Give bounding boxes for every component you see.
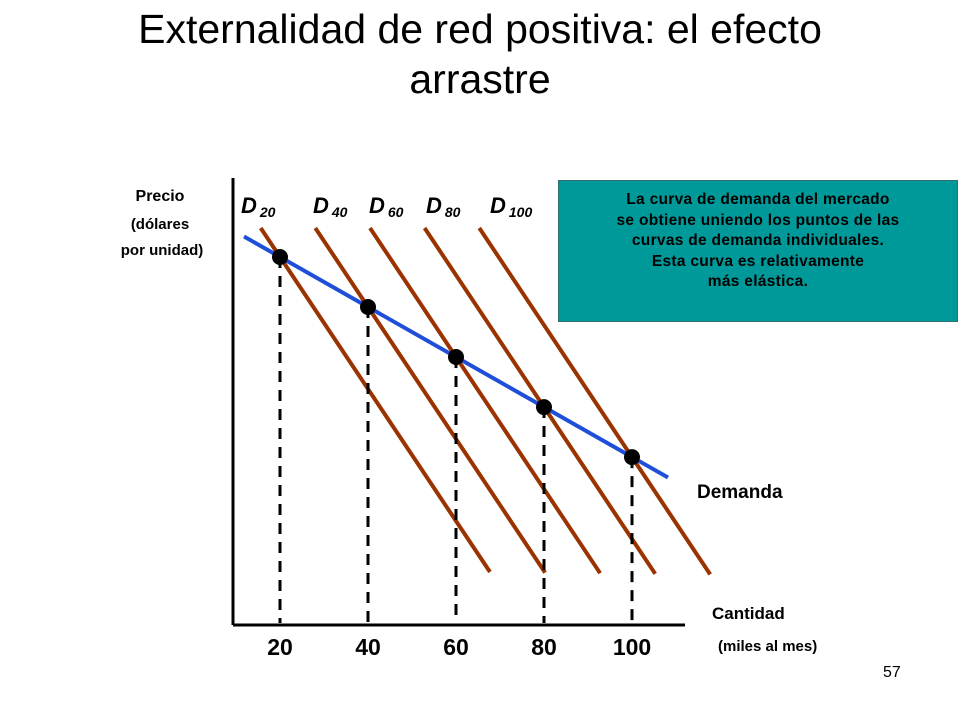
ylabel-line-1: Precio (136, 188, 185, 205)
point-100 (624, 449, 640, 466)
x-tick-80: 80 (531, 634, 557, 660)
x-tick-40: 40 (355, 634, 381, 660)
ylabel-line-2: (dólares (131, 216, 189, 233)
point-60 (448, 349, 464, 365)
curve-label-40: D 40 (313, 193, 348, 220)
x-axis-unit: (miles al mes) (718, 638, 817, 655)
curve-label-60: D 60 (369, 193, 404, 220)
point-40 (360, 299, 376, 315)
x-tick-20: 20 (267, 634, 293, 660)
note-line-2: se obtiene uniendo los puntos de las (616, 211, 900, 229)
title-line-1: Externalidad de red positiva: el efecto (138, 6, 822, 52)
individual-demand-curves (259, 226, 712, 576)
curve-label-20: D 20 (241, 193, 276, 220)
demand-curve-60 (368, 226, 602, 575)
demand-curve-40 (313, 226, 547, 574)
point-80 (536, 399, 552, 416)
demand-curve-100 (477, 226, 712, 576)
ylabel-line-3: por unidad) (121, 242, 204, 259)
x-tick-100: 100 (613, 634, 651, 660)
x-tick-60: 60 (443, 634, 469, 660)
note-line-1: La curva de demanda del mercado (626, 191, 890, 208)
axes (231, 178, 685, 627)
title-line-2: arrastre (409, 56, 551, 102)
note-line-5: más elástica. (707, 273, 809, 290)
y-axis-label: Precio (dólares por unidad) (121, 188, 204, 259)
market-demand-label: Demanda (697, 482, 783, 503)
x-axis-label: Cantidad (712, 604, 785, 623)
note-line-4: Esta curva es relativamente (651, 252, 865, 270)
note-line-3: curvas de demanda individuales. (631, 232, 885, 249)
x-tick-labels: 20 40 60 80 100 (267, 634, 651, 660)
dashed-guides (278, 257, 634, 623)
page-number: 57 (883, 664, 901, 681)
explanation-note: La curva de demanda del mercado se obtie… (558, 180, 958, 322)
point-20 (272, 249, 288, 265)
curve-label-100: D 100 (490, 193, 532, 220)
demand-curve-20 (259, 226, 492, 574)
intersection-points (272, 249, 640, 466)
individual-curve-labels: D 20 D 40 D 60 D 80 D 100 (241, 193, 532, 220)
slide-title: Externalidad de red positiva: el efecto … (40, 4, 920, 104)
curve-label-80: D 80 (426, 193, 461, 220)
